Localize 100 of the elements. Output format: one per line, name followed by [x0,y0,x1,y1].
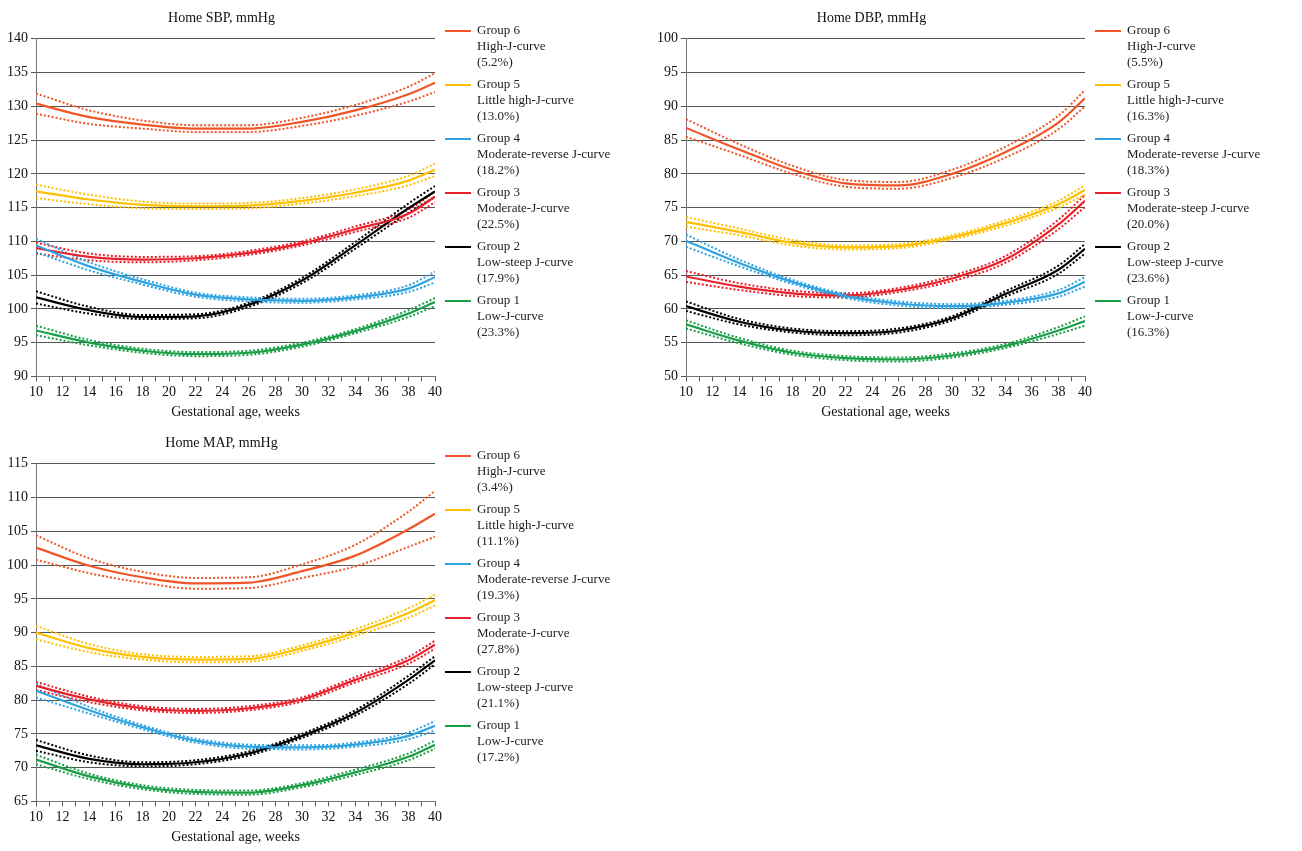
x-tick-label: 30 [295,809,309,825]
x-tick-label: 36 [374,384,389,400]
x-tick-label: 30 [295,384,309,400]
y-tick-label: 80 [664,165,678,181]
x-tick-label: 34 [348,809,363,825]
y-tick-label: 70 [664,233,678,249]
legend-label: Group 6 High-J-curve (5.2%) [477,22,546,70]
y-tick-label: 135 [7,64,28,80]
legend-label: Group 5 Little high-J-curve (11.1%) [477,501,575,549]
x-tick-label: 14 [82,384,97,400]
x-tick-label: 22 [188,384,203,400]
y-tick-label: 110 [7,489,28,505]
legend-label: Group 3 Moderate-steep J-curve (20.0%) [1127,184,1250,232]
x-tick-label: 10 [29,384,43,400]
x-axis-title: Gestational age, weeks [171,404,300,420]
x-tick-label: 24 [215,384,230,400]
y-tick-label: 100 [657,30,678,46]
x-tick-label: 20 [162,384,176,400]
y-tick-label: 85 [14,658,28,674]
x-tick-label: 38 [401,809,416,825]
x-axis-title: Gestational age, weeks [171,829,300,845]
x-tick-label: 32 [321,384,336,400]
y-tick-label: 75 [14,725,28,741]
y-tick-label: 100 [7,300,28,316]
x-axis-title: Gestational age, weeks [821,404,950,420]
x-tick-label: 10 [679,384,693,400]
legend-label: Group 5 Little high-J-curve (13.0%) [477,76,575,124]
chart-title: Home SBP, mmHg [168,10,275,26]
y-tick-label: 90 [14,624,28,640]
y-tick-label: 50 [664,368,678,384]
chart-title: Home MAP, mmHg [165,435,278,451]
x-tick-label: 22 [838,384,853,400]
y-tick-label: 55 [664,334,678,350]
x-tick-label: 18 [135,809,150,825]
x-tick-label: 34 [998,384,1013,400]
x-tick-label: 40 [1078,384,1092,400]
x-tick-label: 10 [29,809,43,825]
x-tick-label: 26 [241,384,256,400]
legend-label: Group 3 Moderate-J-curve (22.5%) [477,184,570,232]
x-tick-label: 28 [268,384,283,400]
x-tick-label: 24 [215,809,230,825]
x-tick-label: 32 [971,384,986,400]
x-tick-label: 12 [705,384,720,400]
y-tick-label: 65 [14,793,28,809]
x-tick-label: 26 [241,809,256,825]
x-tick-label: 30 [945,384,959,400]
x-tick-label: 14 [732,384,747,400]
legend-label: Group 1 Low-J-curve (17.2%) [477,717,544,765]
x-tick-label: 38 [1051,384,1066,400]
y-tick-label: 110 [7,233,28,249]
x-tick-label: 40 [428,384,442,400]
y-tick-label: 105 [7,266,28,282]
x-tick-label: 14 [82,809,97,825]
legend-label: Group 4 Moderate-reverse J-curve (19.3%) [477,555,611,603]
x-tick-label: 16 [758,384,773,400]
x-tick-label: 20 [162,809,176,825]
y-tick-label: 120 [7,165,28,181]
y-tick-label: 95 [664,64,678,80]
x-tick-label: 16 [108,809,123,825]
legend-label: Group 1 Low-J-curve (16.3%) [1127,292,1194,340]
y-tick-label: 80 [14,691,28,707]
y-tick-label: 60 [664,300,678,316]
chart-title: Home DBP, mmHg [816,10,927,26]
x-tick-label: 12 [55,809,70,825]
y-tick-label: 125 [7,131,28,147]
y-tick-label: 90 [14,368,28,384]
y-tick-label: 85 [664,131,678,147]
legend-label: Group 6 High-J-curve (5.5%) [1127,22,1196,70]
y-tick-label: 100 [7,556,28,572]
x-tick-label: 34 [348,384,363,400]
x-tick-label: 24 [865,384,880,400]
y-tick-label: 65 [664,266,678,282]
y-tick-label: 90 [664,97,678,113]
y-tick-label: 70 [14,759,28,775]
y-tick-label: 130 [7,97,28,113]
x-tick-label: 16 [108,384,123,400]
legend-label: Group 2 Low-steep J-curve (23.6%) [1127,238,1224,286]
legend-label: Group 3 Moderate-J-curve (27.8%) [477,609,570,657]
x-tick-label: 32 [321,809,336,825]
x-tick-label: 38 [401,384,416,400]
legend-label: Group 6 High-J-curve (3.4%) [477,447,546,495]
legend-label: Group 2 Low-steep J-curve (17.9%) [477,238,574,286]
x-tick-label: 26 [891,384,906,400]
x-tick-label: 36 [1024,384,1039,400]
legend-label: Group 4 Moderate-reverse J-curve (18.3%) [1127,130,1261,178]
legend-label: Group 4 Moderate-reverse J-curve (18.2%) [477,130,611,178]
x-tick-label: 18 [135,384,150,400]
x-tick-label: 28 [268,809,283,825]
y-tick-label: 140 [7,30,28,46]
y-tick-label: 105 [7,522,28,538]
x-tick-label: 36 [374,809,389,825]
x-tick-label: 40 [428,809,442,825]
y-tick-label: 75 [664,199,678,215]
x-tick-label: 12 [55,384,70,400]
y-tick-label: 95 [14,334,28,350]
x-tick-label: 18 [785,384,800,400]
x-tick-label: 28 [918,384,933,400]
x-tick-label: 22 [188,809,203,825]
legend-label: Group 2 Low-steep J-curve (21.1%) [477,663,574,711]
y-tick-label: 115 [7,455,28,471]
